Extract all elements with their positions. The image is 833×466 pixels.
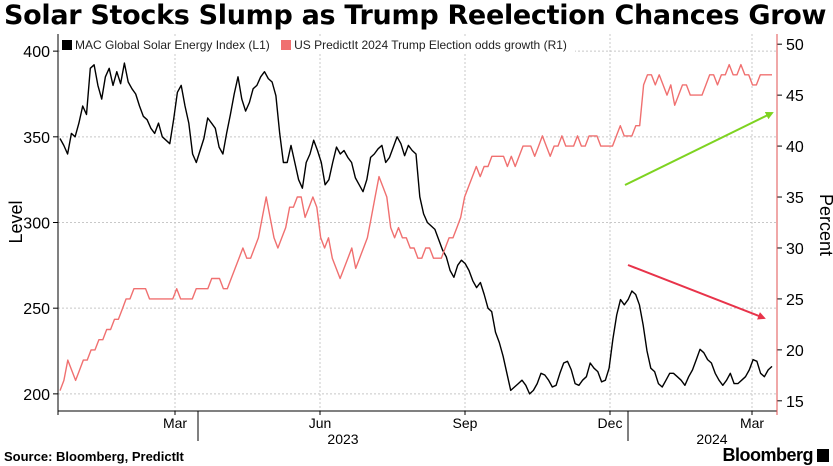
brand-mark-icon [817, 449, 829, 462]
gridlines [58, 34, 777, 411]
x-tick-label: Sep [453, 415, 478, 431]
y-tick-label-right: 20 [786, 343, 804, 360]
x-tick-label: Mar [740, 415, 764, 431]
legend-swatch-trump [281, 40, 292, 50]
legend: MAC Global Solar Energy Index (L1) US Pr… [62, 38, 575, 52]
legend-label-solar: MAC Global Solar Energy Index (L1) [75, 38, 270, 52]
y-axis-label-left: Level [6, 200, 26, 243]
legend-label-trump: US PredictIt 2024 Trump Election odds gr… [294, 38, 567, 52]
brand-logo: Bloomberg [722, 445, 813, 465]
y-tick-label-right: 40 [786, 139, 804, 156]
y-axis-label-right: Percent [816, 194, 833, 256]
y-tick-label-right: 30 [786, 241, 804, 258]
legend-swatch-solar [62, 40, 72, 50]
series-line-solar-index [59, 62, 773, 395]
y-tick-label-right: 35 [786, 190, 804, 207]
y-tick-label-left: 250 [23, 301, 50, 318]
legend-item-solar: MAC Global Solar Energy Index (L1) [62, 38, 273, 52]
y-tick-label-left: 400 [23, 44, 50, 61]
axes: 200 250 300 350 400 15 20 25 30 35 40 45 50 Mar Jun Sep… [23, 34, 804, 447]
y-tick-label-right: 45 [786, 88, 804, 105]
arrow-up-icon [624, 112, 774, 186]
y-tick-label-right: 15 [786, 394, 804, 411]
x-tick-label: Mar [163, 415, 187, 431]
series-line-trump-odds [59, 63, 772, 391]
arrow-down-icon [627, 264, 766, 320]
y-tick-label-left: 350 [23, 130, 50, 147]
chart-title: Solar Stocks Slump as Trump Reelection C… [4, 0, 827, 31]
x-tick-label: Dec [598, 415, 623, 431]
y-tick-label-left: 200 [23, 387, 50, 404]
x-tick-label: Jun [309, 415, 332, 431]
annotations [624, 112, 774, 320]
source-note: Source: Bloomberg, PredictIt [4, 449, 184, 464]
series-lines [59, 62, 773, 395]
y-tick-label-left: 300 [23, 216, 50, 233]
legend-item-trump: US PredictIt 2024 Trump Election odds gr… [281, 38, 567, 52]
y-tick-label-right: 25 [786, 292, 804, 309]
x-year-label: 2023 [327, 431, 358, 447]
y-tick-label-right: 50 [786, 37, 804, 54]
x-year-label: 2024 [696, 431, 727, 447]
